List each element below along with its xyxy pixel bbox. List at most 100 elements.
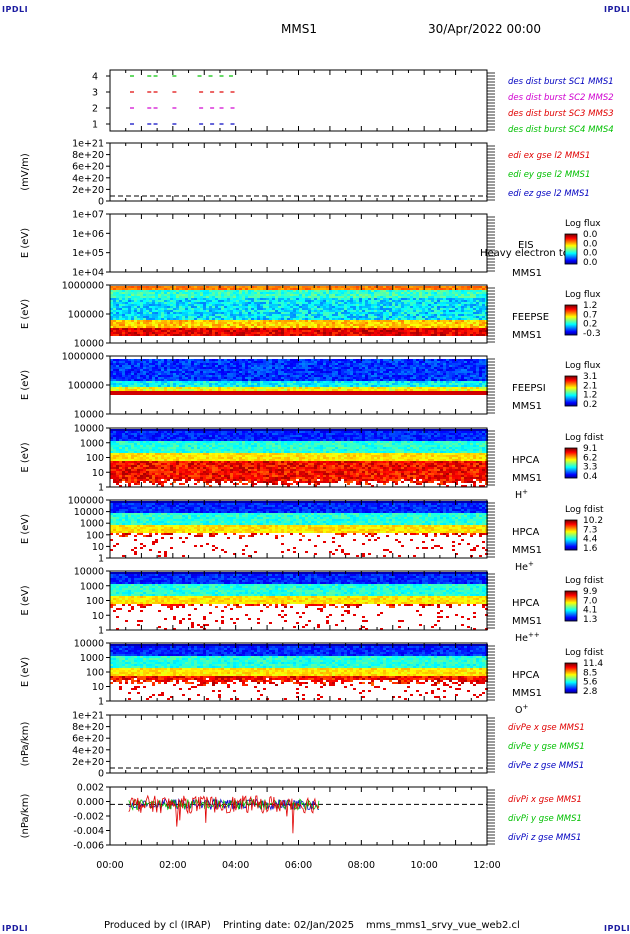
feepsi-cell bbox=[272, 369, 275, 371]
feepse-cell bbox=[233, 304, 236, 306]
feepsi-cell bbox=[149, 365, 152, 367]
feepsi-cell bbox=[134, 359, 137, 361]
feepse-cell bbox=[476, 330, 479, 332]
feepse-cell bbox=[200, 332, 203, 334]
feepse-cell bbox=[341, 312, 344, 314]
feepsi-cell bbox=[146, 379, 149, 381]
feepse-cell bbox=[323, 318, 326, 320]
feepse-cell bbox=[167, 318, 170, 320]
feepsi-cell bbox=[197, 361, 200, 363]
feepse-cell bbox=[401, 288, 404, 290]
feepse-cell bbox=[182, 332, 185, 334]
feepsi-cell bbox=[299, 381, 302, 383]
feepse-cell bbox=[356, 312, 359, 314]
feepse-cell bbox=[143, 332, 146, 334]
feepse-cell bbox=[269, 332, 272, 334]
feepse-cell bbox=[353, 308, 356, 310]
feepse-cell bbox=[356, 310, 359, 312]
feepse-cell bbox=[197, 286, 200, 288]
feepsi-cell bbox=[113, 361, 116, 363]
feepsi-cell bbox=[323, 361, 326, 363]
feepse-cell bbox=[371, 312, 374, 314]
feepse-cell bbox=[203, 334, 206, 336]
feepse-cell bbox=[347, 290, 350, 292]
feepsi-cell bbox=[281, 379, 284, 381]
feepsi-cell bbox=[284, 375, 287, 377]
feepse-cell bbox=[152, 288, 155, 290]
feepse-cell bbox=[479, 320, 482, 322]
feepse-cell bbox=[140, 296, 143, 298]
feepse-cell bbox=[335, 324, 338, 326]
feepse-cell bbox=[188, 334, 191, 336]
feepse-cell bbox=[191, 334, 194, 336]
feepse-cell bbox=[347, 308, 350, 310]
feepse-cell bbox=[116, 306, 119, 308]
feepsi-cell bbox=[173, 389, 176, 391]
feepse-cell bbox=[344, 322, 347, 324]
feepse-cell bbox=[416, 316, 419, 318]
feepse-cell bbox=[233, 314, 236, 316]
feepse-cell bbox=[119, 290, 122, 292]
feepse-cell bbox=[176, 288, 179, 290]
feepse-cell bbox=[407, 290, 410, 292]
feepse-cell bbox=[395, 326, 398, 328]
feepse-cell bbox=[203, 306, 206, 308]
feepse-cell bbox=[125, 326, 128, 328]
feepse-cell bbox=[140, 294, 143, 296]
feepse-cell bbox=[431, 286, 434, 288]
feepsi-cell bbox=[173, 369, 176, 371]
feepse-cell bbox=[428, 306, 431, 308]
eis-cbar-cell bbox=[565, 243, 577, 245]
feepse-cell bbox=[311, 290, 314, 292]
feepsi-cell bbox=[335, 391, 338, 393]
feepse-cbar-cell bbox=[565, 308, 577, 310]
feepse-cell bbox=[110, 306, 113, 308]
feepsi-cell bbox=[323, 369, 326, 371]
feepse-cell bbox=[137, 318, 140, 320]
feepse-cell bbox=[221, 330, 224, 332]
feepsi-cell bbox=[326, 377, 329, 379]
feepsi-cell bbox=[212, 365, 215, 367]
feepsi-cell bbox=[182, 379, 185, 381]
feepsi-cell bbox=[152, 375, 155, 377]
feepse-cell bbox=[290, 288, 293, 290]
feepsi-cell bbox=[302, 365, 305, 367]
feepse-cell bbox=[410, 328, 413, 330]
feepse-cell bbox=[203, 314, 206, 316]
feepsi-cell bbox=[173, 383, 176, 385]
feepsi-cell bbox=[179, 367, 182, 369]
feepse-cell bbox=[455, 310, 458, 312]
feepse-cell bbox=[371, 326, 374, 328]
edi-ytick-label: 8e+20 bbox=[72, 150, 104, 161]
feepse-cell bbox=[473, 324, 476, 326]
feepsi-cell bbox=[122, 383, 125, 385]
feepsi-cell bbox=[200, 373, 203, 375]
feepse-cbar-cell bbox=[565, 333, 577, 335]
feepse-cell bbox=[152, 320, 155, 322]
feepse-cell bbox=[152, 290, 155, 292]
feepse-cell bbox=[188, 290, 191, 292]
feepse-cell bbox=[281, 306, 284, 308]
feepse-cell bbox=[278, 314, 281, 316]
feepse-cell bbox=[212, 318, 215, 320]
feepsi-cell bbox=[323, 381, 326, 383]
feepsi-cell bbox=[236, 393, 239, 395]
feepse-cell bbox=[275, 298, 278, 300]
feepse-cell bbox=[149, 288, 152, 290]
feepse-cell bbox=[200, 334, 203, 336]
feepse-cell bbox=[128, 310, 131, 312]
feepsi-cell bbox=[110, 393, 113, 395]
feepsi-cell bbox=[119, 379, 122, 381]
feepse-cell bbox=[152, 332, 155, 334]
feepse-cell bbox=[302, 326, 305, 328]
feepse-cell bbox=[290, 294, 293, 296]
feepse-cell bbox=[296, 328, 299, 330]
feepse-cell bbox=[422, 328, 425, 330]
feepsi-cell bbox=[149, 371, 152, 373]
feepse-cell bbox=[422, 322, 425, 324]
feepse-cell bbox=[122, 326, 125, 328]
feepse-cell bbox=[113, 300, 116, 302]
feepsi-cell bbox=[122, 391, 125, 393]
feepsi-cell bbox=[209, 373, 212, 375]
feepse-side-label: MMS1 bbox=[512, 330, 542, 341]
